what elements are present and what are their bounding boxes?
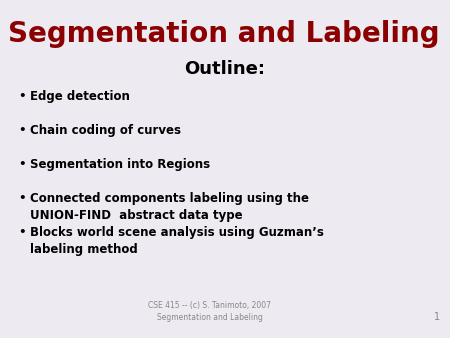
Text: Edge detection: Edge detection xyxy=(30,90,130,103)
Text: Connected components labeling using the
UNION-FIND  abstract data type: Connected components labeling using the … xyxy=(30,192,309,221)
Text: CSE 415 -- (c) S. Tanimoto, 2007
Segmentation and Labeling: CSE 415 -- (c) S. Tanimoto, 2007 Segment… xyxy=(148,301,271,322)
Text: Segmentation and Labeling: Segmentation and Labeling xyxy=(8,20,440,48)
Text: Outline:: Outline: xyxy=(184,60,266,78)
Text: •: • xyxy=(18,158,26,171)
Text: 1: 1 xyxy=(434,312,440,322)
Text: •: • xyxy=(18,226,26,239)
Text: •: • xyxy=(18,90,26,103)
Text: Blocks world scene analysis using Guzman’s
labeling method: Blocks world scene analysis using Guzman… xyxy=(30,226,324,256)
Text: Chain coding of curves: Chain coding of curves xyxy=(30,124,181,137)
Text: •: • xyxy=(18,124,26,137)
Text: •: • xyxy=(18,192,26,205)
Text: Segmentation into Regions: Segmentation into Regions xyxy=(30,158,210,171)
